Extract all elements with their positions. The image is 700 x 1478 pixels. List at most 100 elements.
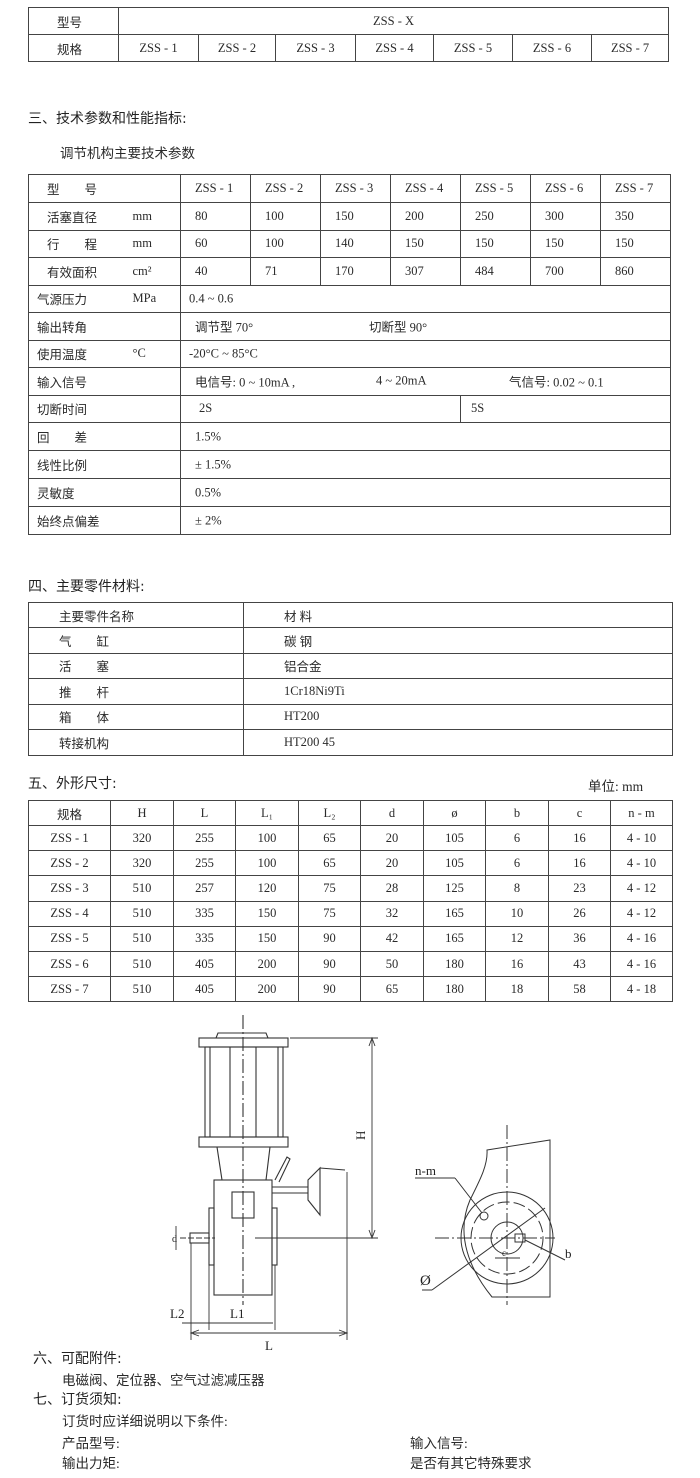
param-value: 307 [390,257,461,286]
part-material: HT200 [243,703,673,730]
dim-value: 4 - 16 [610,925,673,952]
table-row: ZSS - 2 320 255 100 65 20 105 6 16 4 - 10 [28,850,673,877]
param-value-part: 切断型 90° [369,320,428,335]
param-value: 200 [390,202,461,231]
param-unit: cm² [128,257,181,286]
unit-label: 单位: mm [588,779,644,794]
param-value: 40 [180,257,251,286]
dim-value: 4 - 18 [610,976,673,1003]
param-value-part: 0.5% [195,485,222,499]
param-value: ZSS - 3 [320,174,391,203]
param-value: 170 [320,257,391,286]
dim-value: 510 [110,976,174,1003]
param-value: 250 [460,202,531,231]
dim-value: 200 [235,976,299,1003]
table-row: 箱 体 HT200 [28,703,673,730]
table-row: 使用温度 °C -20°C ~ 85°C [28,339,671,368]
param-value: 100 [250,202,321,231]
dim-value: 100 [235,824,299,852]
dim-value: 257 [173,875,236,902]
dim-value: 255 [173,824,236,852]
dim-spec: ZSS - 6 [28,950,111,978]
model-series: ZSS - X [117,7,670,35]
param-value: 350 [600,202,671,231]
param-value-part: 0.4 ~ 0.6 [189,291,234,306]
spec-cell: ZSS - 5 [433,34,513,62]
material-header: 主要零件名称 [28,602,244,628]
dim-value: 90 [298,925,361,952]
dim-value: 320 [110,824,174,852]
dim-value: 12 [485,925,549,952]
param-value: 150 [390,229,461,258]
table-row: ZSS - 3 510 257 120 75 28 125 8 23 4 - 12 [28,875,673,902]
param-value-part: 电信号: 0 ~ 10mA , [195,375,296,390]
param-value-part: 调节型 70° [195,320,254,335]
part-material: HT200 45 [243,729,673,756]
dim-value: 36 [548,925,611,952]
table-row: ZSS - 6 510 405 200 90 50 180 16 43 4 - 16 [28,950,673,978]
param-value: 80 [180,202,251,231]
label-n-m: n-m [415,1163,436,1178]
param-label: 活塞直径 [28,202,129,231]
dim-value: 90 [298,976,361,1003]
param-label: 有效面积 [28,257,129,286]
param-value: ZSS - 5 [460,174,531,203]
param-unit [128,478,181,507]
param-unit [128,174,181,203]
param-value: ZSS - 7 [600,174,671,203]
dim-spec: ZSS - 2 [28,850,111,877]
dimension-lines [175,1036,378,1340]
dim-value: 405 [173,950,236,978]
dim-value: 20 [360,850,424,877]
dim-value: 65 [298,824,361,852]
table-row: 活塞直径 mm 80 100 150 200 250 300 350 [28,202,671,231]
part-name: 气 缸 [28,627,244,654]
order-item-special: 是否有其它特殊要求 [410,1456,532,1471]
dim-value: 16 [548,850,611,877]
label-d: d [172,1234,177,1245]
param-value: ZSS - 6 [530,174,601,203]
dimensions-table: 规格 H L L₁ L₂ d ø b c n - m ZSS - 1 320 255 100 65 20 105… [28,800,673,1003]
order-intro: 订货时应详细说明以下条件: [62,1414,228,1429]
table-row: ZSS - 1 320 255 100 65 20 105 6 16 4 - 10 [28,824,673,852]
part-name: 转接机构 [28,729,244,756]
dim-value: 32 [360,900,424,927]
param-unit [128,422,181,451]
dim-value: 26 [548,900,611,927]
dim-spec: ZSS - 1 [28,824,111,852]
dim-value: 100 [235,850,299,877]
dim-value: 120 [235,875,299,902]
param-unit [128,450,181,479]
table-row: ZSS - 5 510 335 150 90 42 165 12 36 4 - 16 [28,925,673,952]
dim-value: 4 - 10 [610,824,673,852]
table-row: 规格 H L L₁ L₂ d ø b c n - m [28,800,673,826]
param-value-part: 1.5% [195,429,222,443]
dim-value: 65 [360,976,424,1003]
label-L2: L2 [170,1306,184,1321]
order-item-torque: 输出力矩: [62,1456,120,1471]
order-item-model: 产品型号: [62,1436,120,1451]
dim-spec: ZSS - 4 [28,900,111,927]
dim-value: 10 [485,900,549,927]
label-c: c [502,1248,506,1258]
param-unit: mm [128,202,181,231]
label-phi: Ø [420,1273,431,1289]
dim-header: H [110,800,174,826]
param-value: 300 [530,202,601,231]
param-value: ± 2% [180,506,671,535]
dim-header: ø [423,800,486,826]
dim-value: 510 [110,925,174,952]
actuator-front-view [180,1015,346,1305]
dim-value: 75 [298,900,361,927]
spec-cell: ZSS - 7 [590,34,670,62]
table-row: 有效面积 cm² 40 71 170 307 484 700 860 [28,257,671,286]
param-value: ZSS - 1 [180,174,251,203]
dim-value: 180 [423,976,486,1003]
table-row: 始终点偏差 ± 2% [28,506,671,535]
label-b: b [565,1246,572,1261]
actuator-flange-view [415,1125,566,1305]
dim-value: 125 [423,875,486,902]
section5-heading: 五、外形尺寸: [28,776,117,792]
dim-value: 8 [485,875,549,902]
